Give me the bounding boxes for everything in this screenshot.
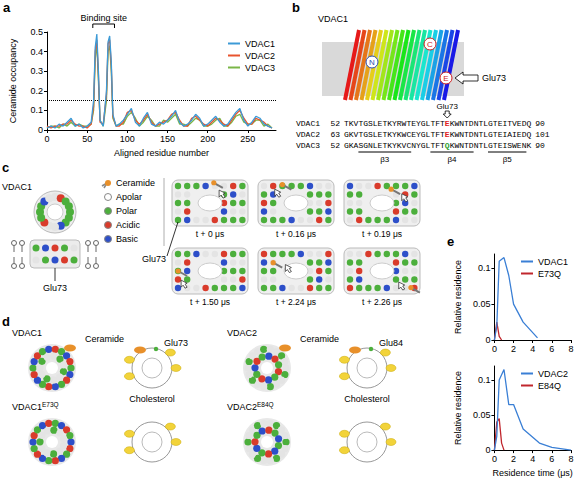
- svg-text:100: 100: [120, 134, 135, 144]
- svg-text:VDAC3: VDAC3: [245, 63, 275, 73]
- svg-text:GKASGNLETKYKVCNYGLTFTQKWNTDNTL: GKASGNLETKYKVCNYGLTFTQKWNTDNTLGTEISWENK: [344, 141, 531, 150]
- svg-text:0: 0: [38, 125, 43, 135]
- svg-text:Apolar: Apolar: [116, 192, 142, 202]
- svg-text:Cholesterol: Cholesterol: [129, 394, 175, 404]
- svg-text:0.2: 0.2: [30, 86, 43, 96]
- svg-text:VDAC1E73Q: VDAC1E73Q: [12, 401, 59, 412]
- svg-text:8: 8: [568, 344, 573, 354]
- svg-text:8: 8: [568, 454, 573, 464]
- svg-text:200: 200: [200, 134, 215, 144]
- svg-text:150: 150: [160, 134, 175, 144]
- svg-text:2: 2: [511, 344, 516, 354]
- svg-text:Ceramide: Ceramide: [300, 334, 339, 344]
- svg-text:Glu73: Glu73: [142, 254, 166, 264]
- svg-text:VDAC1: VDAC1: [318, 14, 348, 24]
- svg-text:e: e: [447, 234, 454, 249]
- svg-text:0.1: 0.1: [30, 105, 43, 115]
- svg-text:t + 1.50 μs: t + 1.50 μs: [190, 297, 230, 307]
- svg-text:VDAC1: VDAC1: [296, 119, 320, 128]
- svg-text:Acidic: Acidic: [116, 220, 141, 230]
- svg-text:Aligned residue number: Aligned residue number: [114, 148, 209, 158]
- svg-text:VDAC2: VDAC2: [227, 328, 257, 338]
- svg-text:90: 90: [535, 141, 545, 150]
- svg-text:4: 4: [530, 344, 535, 354]
- svg-text:Ceramide: Ceramide: [85, 334, 124, 344]
- svg-text:Glu73: Glu73: [482, 73, 506, 83]
- svg-text:Binding site: Binding site: [80, 13, 127, 23]
- svg-text:0: 0: [485, 335, 490, 345]
- svg-text:t + 2.26 μs: t + 2.26 μs: [362, 297, 402, 307]
- svg-text:E84Q: E84Q: [538, 381, 561, 391]
- svg-text:Residence time (μs): Residence time (μs): [493, 468, 573, 478]
- svg-text:Glu73: Glu73: [164, 338, 188, 348]
- svg-text:Relative residence: Relative residence: [453, 260, 463, 334]
- svg-text:N: N: [369, 58, 375, 67]
- svg-text:0.5: 0.5: [30, 27, 43, 37]
- svg-text:β4: β4: [447, 155, 457, 164]
- svg-text:52: 52: [330, 119, 340, 128]
- svg-text:101: 101: [535, 130, 550, 139]
- svg-text:VDAC2: VDAC2: [296, 130, 320, 139]
- svg-text:d: d: [2, 314, 10, 329]
- svg-text:VDAC1: VDAC1: [12, 328, 42, 338]
- svg-text:6: 6: [549, 344, 554, 354]
- svg-text:Glu84: Glu84: [379, 338, 403, 348]
- svg-text:50: 50: [82, 134, 92, 144]
- svg-text:0: 0: [492, 344, 497, 354]
- svg-text:VDAC1: VDAC1: [538, 257, 568, 267]
- svg-text:0: 0: [485, 445, 490, 455]
- svg-text:0.05: 0.05: [473, 410, 491, 420]
- svg-text:t + 0.16 μs: t + 0.16 μs: [276, 229, 316, 239]
- svg-text:Ceramide: Ceramide: [116, 178, 155, 188]
- svg-text:Relative residence: Relative residence: [453, 371, 463, 445]
- svg-text:0.05: 0.05: [473, 299, 491, 309]
- svg-text:GKVTGSLETKYKWCEYGLTFTEKWNTDNTL: GKVTGSLETKYKWCEYGLTFTEKWNTDNTLGTEIAIEDQ: [344, 130, 531, 139]
- svg-text:VDAC1: VDAC1: [245, 39, 275, 49]
- svg-text:C: C: [427, 40, 433, 49]
- svg-text:Cholesterol: Cholesterol: [344, 394, 390, 404]
- svg-text:TKVTGSLETKYRWTEYGLTFTEKWNTDNTL: TKVTGSLETKYRWTEYGLTFTEKWNTDNTLGTEITVEDQ: [344, 119, 531, 128]
- svg-text:β3: β3: [380, 155, 390, 164]
- svg-text:β5: β5: [503, 155, 513, 164]
- svg-text:Polar: Polar: [116, 206, 137, 216]
- svg-text:Glu73: Glu73: [437, 102, 459, 111]
- svg-text:a: a: [3, 0, 11, 15]
- svg-text:t + 2.24 μs: t + 2.24 μs: [276, 297, 316, 307]
- svg-text:VDAC2: VDAC2: [538, 369, 568, 379]
- svg-text:t + 0.19 μs: t + 0.19 μs: [362, 229, 402, 239]
- svg-text:E73Q: E73Q: [538, 269, 561, 279]
- svg-text:52: 52: [330, 141, 340, 150]
- svg-text:63: 63: [330, 130, 340, 139]
- svg-text:Glu73: Glu73: [43, 283, 67, 293]
- svg-text:VDAC2E84Q: VDAC2E84Q: [227, 401, 274, 412]
- svg-text:t + 0 μs: t + 0 μs: [196, 229, 224, 239]
- svg-text:0.4: 0.4: [30, 47, 43, 57]
- svg-text:2: 2: [511, 454, 516, 464]
- svg-text:0.1: 0.1: [478, 375, 491, 385]
- svg-text:b: b: [292, 0, 300, 15]
- svg-text:0: 0: [44, 134, 49, 144]
- svg-text:VDAC1: VDAC1: [2, 182, 32, 192]
- svg-text:VDAC2: VDAC2: [245, 51, 275, 61]
- svg-text:6: 6: [549, 454, 554, 464]
- svg-text:4: 4: [530, 454, 535, 464]
- svg-text:0.1: 0.1: [478, 263, 491, 273]
- svg-text:90: 90: [535, 119, 545, 128]
- svg-text:VDAC3: VDAC3: [296, 141, 320, 150]
- svg-text:E: E: [443, 74, 448, 83]
- svg-text:Basic: Basic: [116, 234, 139, 244]
- svg-text:c: c: [2, 160, 9, 175]
- svg-text:0.3: 0.3: [30, 66, 43, 76]
- svg-text:Ceramide occupancy: Ceramide occupancy: [8, 38, 18, 123]
- svg-text:250: 250: [240, 134, 255, 144]
- svg-text:0: 0: [492, 454, 497, 464]
